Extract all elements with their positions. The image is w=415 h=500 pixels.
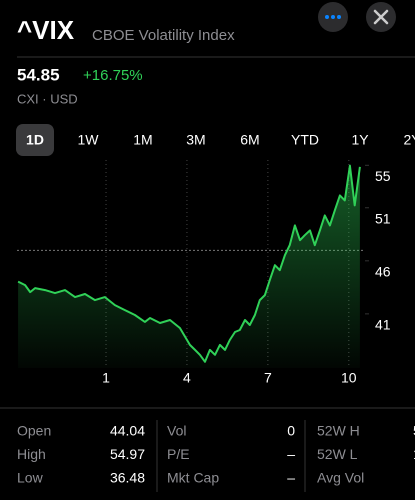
range-tab[interactable]: 2Y: [403, 132, 415, 148]
range-tab[interactable]: 1D: [26, 132, 44, 148]
range-tab[interactable]: YTD: [291, 132, 319, 148]
stat-label: Low: [17, 470, 44, 486]
stat-value: 5: [413, 423, 415, 439]
range-tab[interactable]: 3M: [186, 132, 205, 148]
change: +16.75%: [83, 67, 143, 84]
selected-tab: [16, 124, 54, 156]
y-tick-label: 41: [375, 317, 391, 333]
x-tick-label: 1: [102, 370, 110, 386]
stat-value: 54.97: [110, 446, 145, 462]
x-tick-label: 7: [264, 370, 272, 386]
y-tick-label: 55: [375, 168, 391, 184]
company-name: CBOE Volatility Index: [92, 27, 235, 44]
stat-value: –: [287, 446, 295, 462]
more-button[interactable]: [318, 2, 348, 32]
exchange: CXI · USD: [17, 91, 78, 106]
x-tick-label: 10: [341, 370, 357, 386]
stat-label: 52W H: [317, 423, 360, 439]
stat-label: Mkt Cap: [167, 470, 219, 486]
x-tick-label: 4: [183, 370, 191, 386]
area: [18, 165, 360, 368]
stat-label: Open: [17, 423, 51, 439]
stat-label: High: [17, 446, 46, 462]
stat-label: Vol: [167, 423, 186, 439]
range-tab[interactable]: 6M: [240, 132, 259, 148]
stat-value: –: [287, 470, 295, 486]
y-tick-label: 46: [375, 264, 391, 280]
price-line: [17, 164, 361, 363]
stat-label: 52W L: [317, 446, 358, 462]
stat-label: Avg Vol: [317, 470, 364, 486]
stat-value: 0: [287, 423, 295, 439]
stat-value: 44.04: [110, 423, 145, 439]
symbol: ^VIX: [17, 15, 75, 45]
range-tab[interactable]: 1M: [133, 132, 152, 148]
stat-label: P/E: [167, 446, 190, 462]
range-tab[interactable]: 1Y: [351, 132, 369, 148]
close-button[interactable]: [366, 2, 396, 32]
price: 54.85: [17, 65, 60, 84]
stat-value: 36.48: [110, 470, 145, 486]
y-tick-label: 51: [375, 210, 391, 226]
stat-value: 1: [413, 446, 415, 462]
range-tab[interactable]: 1W: [78, 132, 100, 148]
